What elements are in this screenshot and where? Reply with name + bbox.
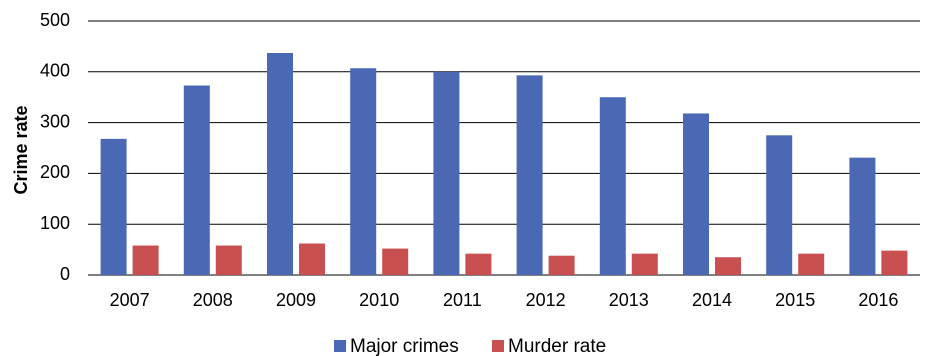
major-crimes-bar (766, 135, 793, 275)
legend-swatch (334, 340, 346, 352)
x-tick-label: 2008 (193, 290, 233, 310)
y-tick-label: 200 (40, 162, 70, 182)
y-tick-label: 0 (60, 264, 70, 284)
major-crimes-bar (683, 113, 709, 276)
murder-rate-bar (465, 253, 492, 275)
y-axis-title: Crime rate (11, 105, 31, 194)
major-crimes-bar (849, 157, 876, 275)
major-crimes-bar (267, 53, 293, 276)
murder-rate-bar (215, 245, 242, 275)
y-tick-label: 400 (40, 61, 70, 81)
bars (100, 53, 908, 276)
y-tick-label: 300 (40, 111, 70, 131)
major-crimes-bar (599, 97, 626, 275)
legend-swatch (492, 340, 504, 352)
murder-rate-bar (798, 253, 825, 275)
murder-rate-bar (382, 248, 409, 275)
y-tick-label: 100 (40, 213, 70, 233)
murder-rate-bar (881, 250, 908, 275)
gridlines (88, 20, 920, 276)
legend-label: Major crimes (350, 336, 459, 356)
major-crimes-bar (433, 71, 460, 275)
y-axis-ticks: 0 100 200 300 400 500 (40, 10, 70, 284)
murder-rate-bar (715, 257, 741, 275)
x-tick-label: 2012 (526, 290, 566, 310)
x-tick-label: 2014 (692, 290, 732, 310)
major-crimes-bar (516, 75, 543, 275)
murder-rate-bar (631, 253, 658, 275)
x-tick-label: 2011 (443, 290, 482, 310)
x-tick-label: 2009 (276, 290, 316, 310)
x-tick-label: 2016 (858, 290, 898, 310)
x-tick-label: 2007 (110, 290, 150, 310)
major-crimes-bar (100, 138, 127, 275)
major-crimes-bar (183, 85, 210, 276)
murder-rate-bar (132, 245, 159, 275)
legend-label: Murder rate (508, 336, 606, 356)
murder-rate-bar (299, 243, 325, 275)
x-tick-label: 2013 (609, 290, 649, 310)
murder-rate-bar (548, 255, 575, 275)
y-tick-label: 500 (40, 10, 70, 30)
x-tick-label: 2010 (359, 290, 399, 310)
major-crimes-bar (350, 68, 377, 275)
x-tick-label: 2015 (775, 290, 815, 310)
x-axis-ticks: 2007 2008 2009 2010 2011 2012 2013 2014 2015 2016 (110, 290, 899, 310)
legend: Major crimes Murder rate (334, 336, 606, 356)
